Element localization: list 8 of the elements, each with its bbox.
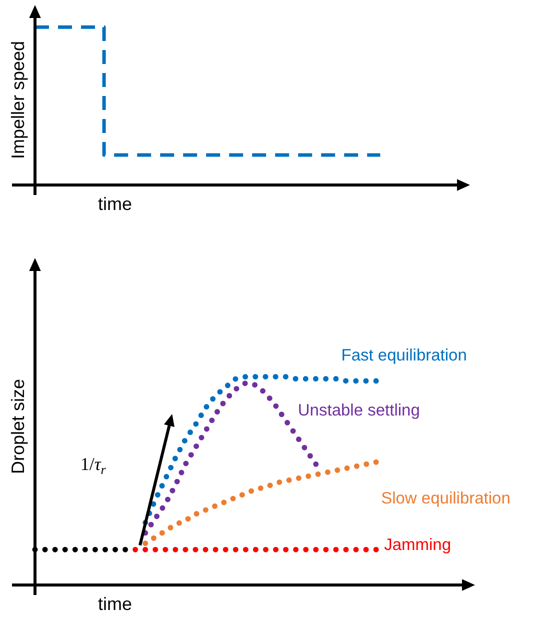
series-label: Slow equilibration	[381, 490, 510, 508]
x-axis-title: time	[98, 594, 132, 614]
y-axis-title: Impeller speed	[8, 40, 28, 160]
y-axis-title: Droplet size	[8, 378, 28, 474]
series-label: Unstable settling	[298, 402, 420, 420]
x-axis-title: time	[98, 194, 132, 214]
series-label: Fast equilibration	[341, 346, 467, 364]
series-label: Jamming	[384, 536, 452, 554]
